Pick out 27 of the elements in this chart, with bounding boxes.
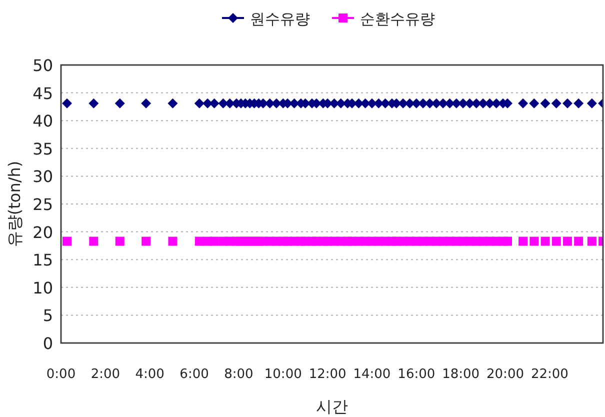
x-axis-title: 시간 <box>316 397 348 416</box>
y-tick-label: 35 <box>32 139 53 158</box>
y-tick-label: 10 <box>32 278 53 298</box>
y-axis-title: 유량(ton/h) <box>5 160 24 248</box>
x-tick-label: 14:00 <box>353 367 391 382</box>
y-tick-label: 50 <box>32 56 53 75</box>
x-tick-label: 12:00 <box>308 367 346 382</box>
x-tick-label: 10:00 <box>264 367 302 382</box>
y-tick-label: 0 <box>42 334 53 353</box>
y-tick-label: 5 <box>42 306 53 326</box>
legend-label: 원수유량 <box>250 10 310 28</box>
x-tick-label: 4:00 <box>135 367 164 382</box>
x-tick-label: 2:00 <box>90 367 120 382</box>
x-tick-label: 18:00 <box>442 367 480 382</box>
x-tick-label: 0:00 <box>46 367 76 382</box>
x-tick-label: 22:00 <box>530 367 568 382</box>
y-tick-label: 25 <box>32 195 53 214</box>
y-tick-label: 40 <box>32 112 53 131</box>
y-tick-label: 30 <box>32 167 53 186</box>
legend-label: 순환수유량 <box>360 10 435 28</box>
x-tick-label: 16:00 <box>398 367 436 382</box>
x-tick-label: 8:00 <box>224 367 254 382</box>
x-tick-label: 6:00 <box>180 367 209 382</box>
x-tick-label: 20:00 <box>486 367 524 382</box>
y-tick-label: 20 <box>32 222 53 242</box>
y-tick-label: 45 <box>32 84 53 103</box>
y-tick-label: 15 <box>32 250 53 270</box>
